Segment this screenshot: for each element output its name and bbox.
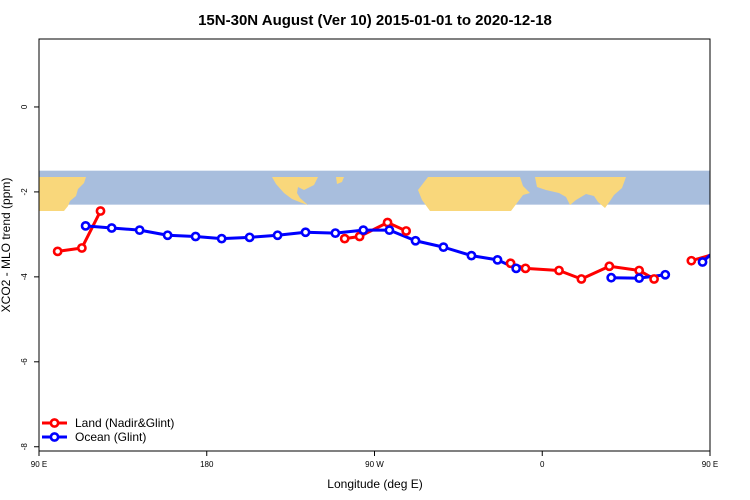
- y-tick-label: -2: [20, 188, 29, 196]
- data-point-ocean-glint: [272, 230, 283, 241]
- x-tick-label: 90 W: [365, 460, 384, 469]
- data-point-land-nadir-glint: [401, 226, 412, 236]
- x-tick-label: 180: [200, 460, 214, 469]
- data-point-ocean-glint: [190, 231, 201, 242]
- data-point-ocean-glint: [466, 250, 477, 261]
- data-point-ocean-glint: [634, 273, 645, 284]
- chart-title: 15N-30N August (Ver 10) 2015-01-01 to 20…: [198, 12, 552, 29]
- y-tick-label: -8: [20, 443, 29, 451]
- data-point-ocean-glint: [358, 225, 369, 236]
- data-point-land-nadir-glint: [649, 274, 659, 284]
- data-point-land-nadir-glint: [382, 217, 393, 228]
- data-point-ocean-glint: [606, 272, 617, 283]
- map-land-north-america: [272, 177, 318, 205]
- data-point-land-nadir-glint: [95, 206, 106, 216]
- y-tick-label: -6: [20, 358, 29, 366]
- y-tick-label: -4: [20, 273, 29, 281]
- data-point-ocean-glint: [492, 254, 503, 265]
- legend-label: Land (Nadir&Glint): [75, 416, 174, 430]
- data-point-ocean-glint: [697, 257, 708, 267]
- data-point-ocean-glint: [660, 269, 671, 280]
- legend-label: Ocean (Glint): [75, 430, 146, 444]
- data-point-land-nadir-glint: [339, 233, 350, 244]
- map-land-florida: [336, 177, 344, 184]
- data-point-ocean-glint: [330, 228, 341, 239]
- data-point-land-nadir-glint: [52, 246, 63, 257]
- legend: Land (Nadir&Glint)Ocean (Glint): [42, 416, 174, 444]
- data-point-ocean-glint: [106, 223, 117, 233]
- map-land-india-asia: [535, 177, 626, 208]
- x-tick-label: 90 E: [31, 460, 47, 469]
- legend-swatch-marker: [49, 418, 60, 428]
- series-line-land-nadir-glint: [690, 253, 710, 263]
- y-axis-label: XCO2 - MLO trend (ppm): [0, 178, 13, 313]
- x-axis-label: Longitude (deg E): [327, 477, 422, 491]
- data-point-land-nadir-glint: [604, 261, 615, 272]
- data-point-ocean-glint: [162, 230, 173, 241]
- data-point-ocean-glint: [216, 233, 227, 244]
- data-point-ocean-glint: [511, 263, 522, 274]
- data-point-land-nadir-glint: [634, 265, 645, 276]
- data-point-ocean-glint: [438, 242, 449, 253]
- map-strip: [39, 170, 710, 211]
- data-point-ocean-glint: [384, 225, 395, 236]
- data-point-land-nadir-glint: [554, 265, 564, 276]
- data-point-land-nadir-glint: [686, 255, 697, 266]
- plot-frame: [38, 38, 711, 452]
- map-land-asia-west: [39, 177, 86, 211]
- data-point-land-nadir-glint: [716, 249, 723, 256]
- data-point-land-nadir-glint: [520, 263, 531, 274]
- map-land-africa-arabia: [418, 177, 530, 211]
- x-tick-label: 0: [540, 460, 545, 469]
- data-point-land-nadir-glint: [505, 258, 516, 269]
- data-point-ocean-glint: [410, 235, 421, 246]
- data-point-land-nadir-glint: [76, 243, 87, 253]
- data-point-ocean-glint: [134, 225, 145, 236]
- y-tick-label: 0: [20, 104, 29, 109]
- data-point-ocean-glint: [300, 227, 311, 238]
- data-point-ocean-glint: [80, 220, 91, 231]
- data-point-ocean-glint: [244, 232, 255, 243]
- legend-swatch-marker: [49, 432, 60, 442]
- data-point-land-nadir-glint: [576, 274, 587, 284]
- data-point-land-nadir-glint: [742, 244, 749, 251]
- data-point-ocean-glint: [738, 222, 745, 229]
- x-tick-label: 90 E: [702, 460, 718, 469]
